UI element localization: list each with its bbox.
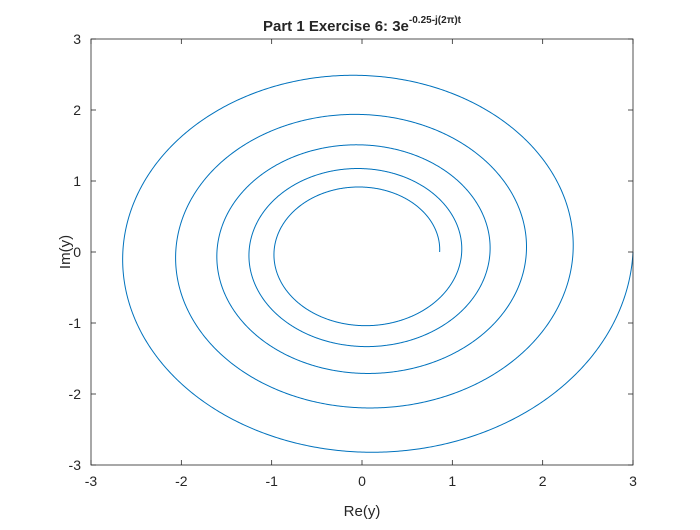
y-tick-label-3: 0	[73, 244, 81, 260]
x-tick-label-2: -1	[265, 473, 278, 489]
y-tick-label-4: 1	[73, 173, 81, 189]
chart-title: Part 1 Exercise 6: 3e-0.25-j(2π)t	[263, 15, 462, 35]
y-axis-label: Im(y)	[57, 235, 74, 269]
y-tick-label-1: -2	[69, 386, 82, 402]
x-tick-label-1: -2	[175, 473, 188, 489]
chart-title-prefix: Part 1 Exercise 6: 3e	[263, 18, 409, 35]
y-tick-label-2: -1	[69, 315, 82, 331]
series-line-0	[122, 74, 634, 453]
plot-area-background	[91, 39, 633, 465]
x-tick-label-4: 1	[448, 473, 456, 489]
chart-title-exponent: -0.25-j(2π)t	[409, 15, 462, 26]
x-tick-label-6: 3	[629, 473, 637, 489]
tick-layer: -3 -2 -1 0 1 2 3 -3 -2 -1 0 1 2 3	[69, 31, 638, 489]
y-tick-label-0: -3	[69, 457, 82, 473]
x-axis-label: Re(y)	[344, 503, 381, 520]
series-layer	[122, 74, 634, 453]
y-tick-label-6: 3	[73, 31, 81, 47]
y-tick-label-5: 2	[73, 102, 81, 118]
x-tick-label-3: 0	[358, 473, 366, 489]
x-tick-label-0: -3	[85, 473, 98, 489]
x-tick-label-5: 2	[539, 473, 547, 489]
